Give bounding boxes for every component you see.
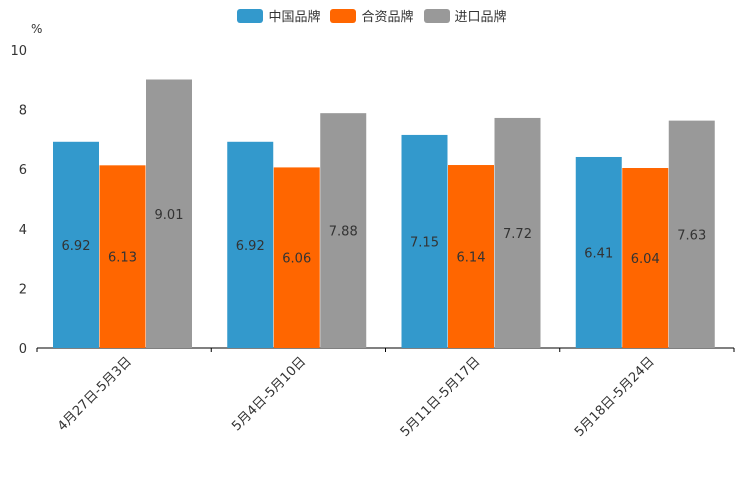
y-tick-label: 8 [19,104,27,119]
data-label: 6.04 [631,252,660,267]
data-label: 6.92 [62,239,91,254]
data-label: 7.15 [410,235,439,250]
bar [448,165,494,348]
y-tick-label: 10 [10,44,27,59]
bar [622,168,669,348]
data-label: 6.92 [236,239,265,254]
y-tick-label: 6 [19,163,27,178]
data-label: 6.14 [457,251,486,266]
bar [227,141,274,348]
data-label: 6.13 [108,251,137,266]
data-label: 7.88 [329,225,358,240]
bar [668,120,715,348]
bar [320,113,367,349]
data-label: 7.72 [503,227,532,242]
legend: 中国品牌 合资品牌 进口品牌 [0,6,744,25]
bar [575,156,622,348]
legend-item-joint-venture[interactable]: 合资品牌 [330,6,414,25]
x-tick-label: 5月4日-5月10日 [229,354,309,434]
data-label: 6.41 [584,246,613,261]
data-label: 9.01 [155,208,184,223]
legend-item-china[interactable]: 中国品牌 [237,6,320,25]
bar [273,167,320,348]
y-tick-label: 4 [19,223,27,238]
legend-swatch-joint-venture [330,8,357,23]
bar [494,117,541,348]
legend-label-china: 中国品牌 [268,10,321,25]
bar [53,141,99,348]
x-tick-label: 5月18日-5月24日 [572,354,658,440]
legend-item-imported[interactable]: 进口品牌 [423,6,507,25]
bar [401,134,448,348]
bar [99,165,146,348]
x-tick-label: 5月11日-5月17日 [398,354,484,440]
y-tick-label: 2 [19,282,27,297]
legend-swatch-imported [423,8,450,23]
legend-label-joint-venture: 合资品牌 [361,10,414,25]
bar [146,79,192,348]
data-label: 6.06 [282,252,311,267]
legend-swatch-china [237,8,264,23]
y-axis-unit: % [31,22,43,36]
y-tick-label: 0 [19,342,27,357]
legend-label-imported: 进口品牌 [454,10,507,25]
data-label: 7.63 [677,228,706,243]
x-tick-label: 4月27日-5月3日 [55,354,135,434]
